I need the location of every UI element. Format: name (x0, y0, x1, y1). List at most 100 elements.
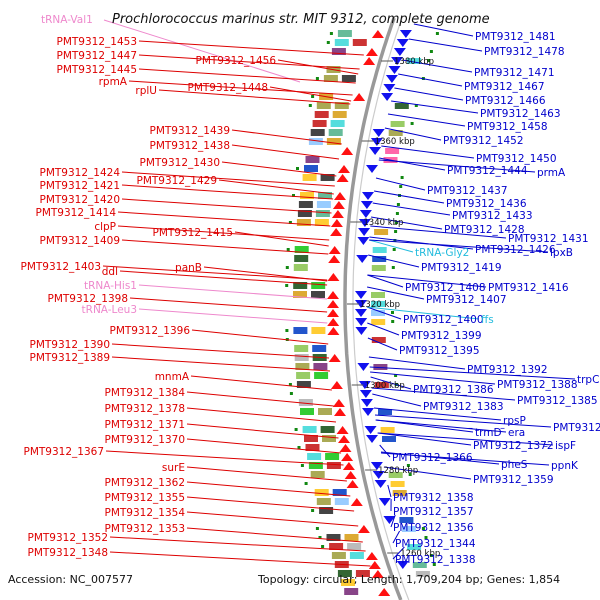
scale-label: 1340 kbp (363, 218, 403, 228)
left-label-connector (190, 375, 332, 391)
right-gene-label: ppnK (551, 460, 579, 472)
reverse-gene-arrow (355, 291, 367, 299)
right-gene-label: era (508, 427, 525, 439)
gc-dot (399, 185, 403, 188)
forward-gene-arrow (338, 435, 350, 443)
reverse-gene-arrow (355, 318, 368, 326)
cog-block (349, 552, 364, 559)
left-label-connector (186, 527, 363, 543)
left-gene-label: PMT9312_1438 (150, 140, 231, 152)
cog-block (334, 102, 349, 109)
cog-block (373, 364, 388, 370)
gc-dot (292, 194, 295, 197)
right-label-connector (408, 38, 483, 52)
gc-dot (410, 122, 414, 125)
cog-block (300, 408, 314, 415)
right-label-connector (387, 484, 392, 498)
cog-block (399, 517, 414, 523)
right-gene-label: PMT9312_1344 (395, 538, 476, 550)
gc-dot (285, 266, 289, 269)
gc-dot (285, 329, 289, 332)
right-gene-label: PMT9312_1388 (497, 379, 578, 391)
left-label-connector (121, 171, 335, 187)
left-label-connector (186, 496, 355, 512)
right-gene-label: PMT9312_1431 (508, 233, 589, 245)
left-gene-label: PMT9312_1371 (105, 419, 186, 431)
cog-block (337, 30, 352, 37)
left-gene-label: PMT9312_1415 (153, 227, 234, 239)
cog-block (388, 130, 403, 136)
right-gene-label: pheS (501, 459, 528, 471)
right-label-connector (371, 387, 516, 401)
cog-block (407, 58, 422, 64)
reverse-gene-arrow (356, 255, 369, 263)
left-gene-label: panB (175, 262, 202, 274)
gc-dot (421, 527, 425, 530)
left-gene-label: PMT9312_1456 (196, 55, 277, 67)
right-label-connector (369, 239, 549, 253)
reverse-gene-arrow (366, 165, 378, 173)
label-separator: – (468, 423, 473, 434)
cog-block (300, 192, 314, 199)
left-gene-label: rpmA (99, 76, 128, 88)
left-label-connector (158, 89, 351, 105)
gc-dot (424, 536, 428, 539)
right-label-connector (391, 100, 479, 114)
right-label-connector (379, 444, 391, 458)
right-gene-label: PMT9312_1463 (480, 108, 561, 120)
forward-gene-arrow (330, 219, 343, 227)
forward-gene-arrow (371, 570, 384, 578)
cog-block (312, 345, 327, 352)
cog-block (371, 319, 386, 325)
reverse-gene-arrow (360, 201, 373, 209)
cog-block (374, 229, 389, 235)
gc-dot (296, 167, 299, 170)
right-label-connector (370, 376, 412, 390)
reverse-gene-arrow (383, 84, 396, 92)
cog-block (294, 345, 309, 352)
forward-gene-arrow (368, 561, 381, 569)
reverse-gene-arrow (364, 426, 377, 434)
cog-block (371, 292, 385, 298)
left-gene-label: PMT9312_1453 (57, 36, 138, 48)
left-gene-label: PMT9312_1409 (40, 235, 121, 247)
cog-block (308, 138, 323, 145)
cog-block (323, 75, 338, 82)
gc-dot (429, 50, 433, 53)
right-gene-label: PMT9312_1416 (488, 282, 569, 294)
reverse-gene-arrow (360, 399, 373, 407)
cog-block (316, 498, 331, 505)
left-gene-label: rplU (135, 85, 157, 97)
left-gene-label: PMT9312_1429 (137, 175, 218, 187)
left-label-connector (186, 481, 351, 497)
gc-dot (286, 248, 290, 251)
right-label-connector (387, 113, 466, 127)
right-gene-label: PMT9312_1458 (467, 121, 548, 133)
forward-gene-arrow (365, 552, 378, 560)
right-label-connector (383, 466, 472, 480)
forward-gene-arrow (328, 354, 341, 362)
cog-block (344, 588, 359, 595)
right-label-connector (367, 274, 404, 288)
right-gene-label: PMT9312_1399 (401, 330, 482, 342)
left-gene-label: PMT9312_1362 (105, 477, 186, 489)
right-label-connector (372, 393, 422, 407)
cog-block (298, 399, 313, 406)
gc-dot (326, 41, 330, 44)
cog-block (314, 372, 329, 379)
right-gene-label: PMT9312_1437 (427, 185, 508, 197)
gc-dot (396, 203, 400, 206)
left-gene-label: PMT9312_1447 (57, 50, 138, 62)
right-label-connector (377, 432, 472, 446)
label-separator: – (543, 441, 548, 452)
right-gene-label: PMT9312_1467 (464, 81, 545, 93)
left-gene-label: PMT9312_1352 (28, 532, 109, 544)
scale-label: 1260 kbp (400, 549, 440, 559)
right-label-connector (373, 407, 502, 421)
right-label-connector (392, 546, 405, 560)
left-gene-label: PMT9312_1420 (40, 194, 121, 206)
left-label-connector (231, 129, 342, 145)
reverse-gene-arrow (372, 129, 385, 137)
left-label-connector (119, 270, 328, 286)
